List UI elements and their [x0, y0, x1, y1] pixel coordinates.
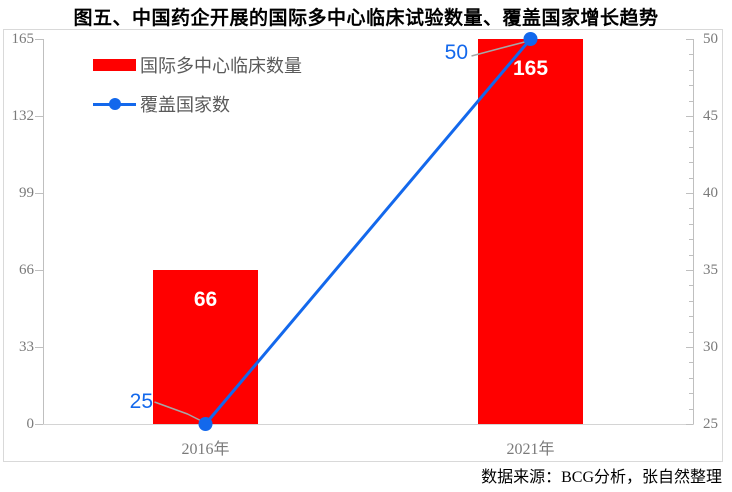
- right-axis-minor-tick: [689, 177, 693, 179]
- right-axis-minor-tick: [689, 239, 693, 241]
- right-axis-minor-tick: [689, 162, 693, 164]
- line-legend-label: 覆盖国家数: [140, 95, 230, 115]
- right-axis-minor-tick: [689, 300, 693, 302]
- right-axis-tick: [686, 424, 693, 425]
- right-axis-tick-label: 45: [703, 108, 718, 124]
- right-axis-minor-tick: [689, 331, 693, 333]
- left-axis-tick-label: 66: [19, 262, 34, 278]
- right-axis-minor-tick: [689, 254, 693, 256]
- left-axis-tick: [35, 193, 43, 194]
- right-axis-tick-label: 25: [703, 416, 718, 432]
- source-note: 数据来源：BCG分析，张自然整理: [481, 469, 722, 486]
- legend-item-bar-series: 国际多中心临床数量: [93, 56, 302, 76]
- right-axis-tick: [686, 116, 693, 117]
- line-legend-marker-icon: [108, 98, 121, 110]
- left-axis-tick-label: 132: [11, 108, 35, 124]
- legend: 国际多中心临床数量 覆盖国家数: [93, 56, 302, 134]
- right-axis-minor-tick: [689, 146, 693, 148]
- right-axis-tick-label: 35: [703, 262, 718, 278]
- left-axis-tick-label: 0: [26, 416, 35, 432]
- right-axis-tick: [686, 39, 693, 40]
- bar-legend-label: 国际多中心临床数量: [140, 56, 302, 76]
- x-axis-line: [43, 424, 694, 425]
- right-axis-minor-tick: [689, 393, 693, 395]
- left-axis-tick: [35, 347, 43, 348]
- line-legend-swatch: [93, 98, 136, 110]
- line-value-label: 25: [129, 390, 153, 413]
- bar-value-label: 66: [193, 288, 218, 311]
- right-axis-minor-tick: [689, 69, 693, 71]
- right-axis-minor-tick: [689, 316, 693, 318]
- right-axis-tick: [686, 270, 693, 271]
- right-axis-line: [693, 39, 694, 425]
- right-axis-minor-tick: [689, 377, 693, 379]
- line-value-label: 50: [444, 41, 468, 64]
- right-axis-tick-label: 30: [703, 339, 718, 355]
- left-axis-tick: [35, 424, 43, 425]
- left-axis-line: [43, 39, 44, 425]
- right-axis-minor-tick: [689, 362, 693, 364]
- right-axis-minor-tick: [689, 85, 693, 87]
- right-axis-tick: [686, 193, 693, 194]
- right-axis-minor-tick: [689, 285, 693, 287]
- left-axis-tick: [35, 270, 43, 271]
- bar-legend-swatch: [93, 59, 136, 71]
- right-axis-tick-label: 50: [703, 31, 718, 47]
- right-axis-minor-tick: [689, 100, 693, 102]
- plot-frame: 国际多中心临床数量 覆盖国家数 165 132 99 66 33 0 50 45 40 35 30 2…: [3, 29, 723, 462]
- right-axis-tick-label: 40: [703, 185, 718, 201]
- right-axis-minor-tick: [689, 54, 693, 56]
- right-axis-minor-tick: [689, 208, 693, 210]
- right-axis-minor-tick: [689, 223, 693, 225]
- right-axis-minor-tick: [689, 131, 693, 133]
- bar-1: [478, 39, 583, 424]
- x-axis-label: 2021年: [506, 441, 555, 458]
- left-axis-tick-label: 33: [19, 339, 34, 355]
- chart-title: 图五、中国药企开展的国际多中心临床试验数量、覆盖国家增长趋势: [73, 8, 659, 29]
- bar-value-label: 165: [512, 57, 549, 80]
- x-axis-label: 2016年: [181, 441, 230, 458]
- left-axis-tick-label: 165: [11, 31, 35, 47]
- left-axis-tick: [35, 116, 43, 117]
- right-axis-minor-tick: [689, 408, 693, 410]
- legend-item-line-series: 覆盖国家数: [93, 95, 302, 115]
- left-axis-tick-label: 99: [19, 185, 34, 201]
- right-axis-tick: [686, 347, 693, 348]
- left-axis-tick: [35, 39, 43, 40]
